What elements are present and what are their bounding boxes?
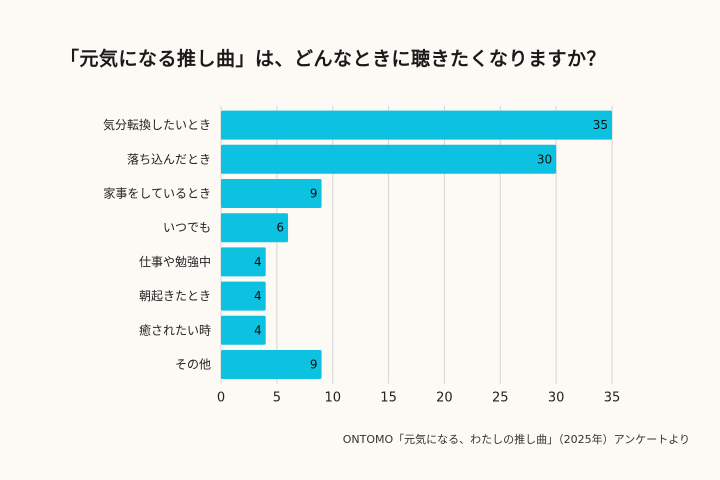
x-tick-label: 20 <box>436 391 453 406</box>
source-note: ONTOMO「元気になる、わたしの推し曲」（2025年）アンケートより <box>342 433 690 446</box>
data-label: 4 <box>254 289 262 303</box>
chart-title: 「元気になる推し曲」は、どんなときに聴きたくなりますか？ <box>60 48 607 70</box>
bar <box>221 281 266 311</box>
category-label: 落ち込んだとき <box>127 152 211 166</box>
x-tick-label: 5 <box>273 391 281 406</box>
data-label: 35 <box>593 118 608 132</box>
bar <box>221 179 322 208</box>
bars <box>221 110 612 379</box>
data-label: 9 <box>310 358 318 372</box>
x-tick-label: 10 <box>324 391 341 406</box>
grid-lines <box>220 106 613 384</box>
bar <box>221 315 266 345</box>
category-label: 気分転換したいとき <box>103 117 211 132</box>
x-tick-label: 15 <box>380 391 397 406</box>
bar <box>221 213 289 243</box>
bar <box>221 144 557 174</box>
category-label: 仕事や勉強中 <box>139 254 211 269</box>
data-label: 4 <box>254 255 262 269</box>
x-tick-label: 30 <box>548 391 565 406</box>
x-tick-label: 0 <box>217 391 225 406</box>
bar <box>221 110 612 140</box>
data-label: 9 <box>310 187 318 201</box>
category-label: 癒されたい時 <box>139 322 211 337</box>
category-label: その他 <box>175 358 211 372</box>
data-label: 30 <box>537 152 552 166</box>
x-tick-label: 25 <box>492 391 509 406</box>
x-tick-label: 35 <box>604 391 621 406</box>
category-label: 家事をしているとき <box>103 186 211 201</box>
category-label: 朝起きたとき <box>139 289 211 303</box>
data-label: 6 <box>276 221 284 235</box>
data-label: 4 <box>254 323 262 337</box>
category-label: いつでも <box>163 221 211 235</box>
labels: 0 5 10 15 20 25 30 35 気分転換したいとき 35 落ち込んだとき 30 家事をしてい… <box>103 117 620 406</box>
bar <box>221 350 322 379</box>
bar <box>221 247 266 277</box>
